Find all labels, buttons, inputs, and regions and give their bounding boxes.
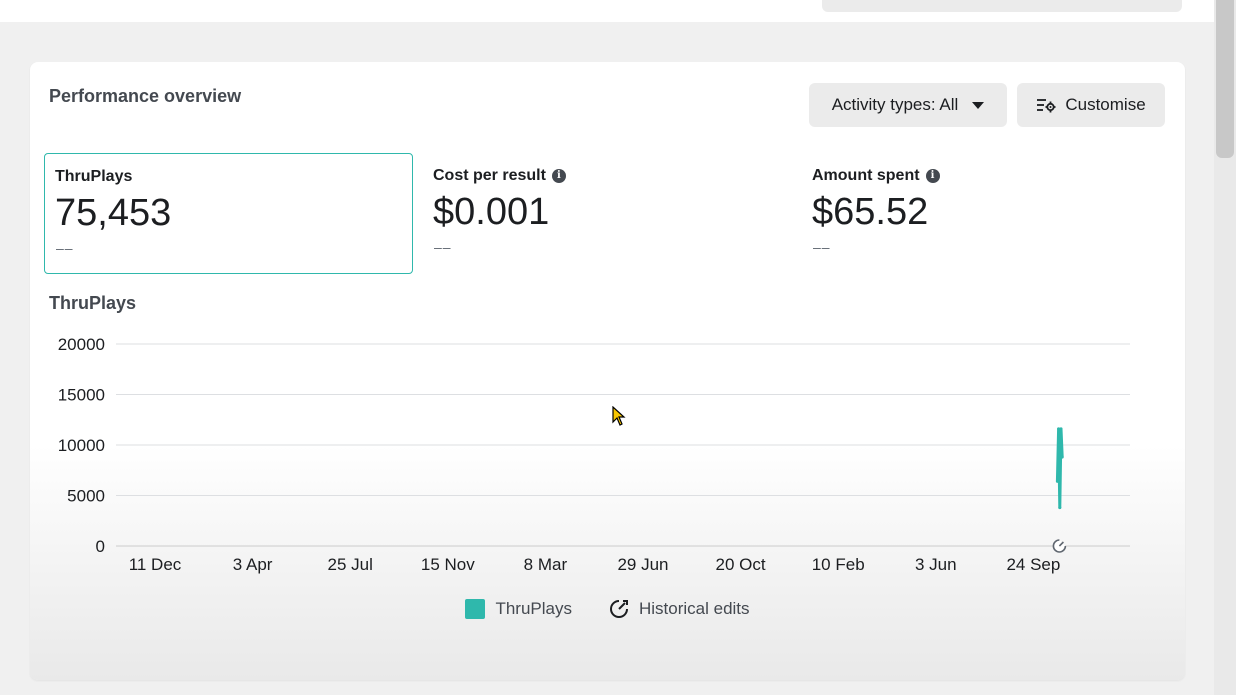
info-icon[interactable]: i	[551, 169, 566, 183]
x-tick-label: 3 Apr	[233, 555, 273, 574]
chart-legend: ThruPlays Historical edits	[30, 598, 1185, 620]
series-line-thruplays	[1055, 427, 1064, 510]
metric-label: Cost per result i	[433, 167, 566, 185]
y-tick-label: 10000	[58, 436, 105, 455]
historical-edits-icon	[610, 600, 628, 618]
x-tick-label: 24 Sep	[1006, 555, 1060, 574]
card-title: Performance overview	[49, 86, 242, 106]
x-tick-label: 20 Oct	[716, 555, 766, 574]
x-tick-label: 15 Nov	[421, 555, 475, 574]
legend-swatch	[465, 599, 486, 619]
customise-icon	[1037, 99, 1056, 113]
x-tick-label: 25 Jul	[328, 555, 373, 574]
x-tick-label: 11 Dec	[129, 555, 182, 574]
legend-item-thruplays[interactable]: ThruPlays	[465, 599, 572, 619]
mouse-cursor-icon	[612, 406, 626, 426]
metric-value: 75,453	[55, 192, 172, 234]
metric-delta: ––	[434, 239, 452, 255]
legend-label: Historical edits	[638, 599, 750, 618]
x-tick-label: 8 Mar	[524, 555, 568, 574]
x-tick-label: 10 Feb	[812, 555, 865, 574]
data-point	[1057, 427, 1061, 431]
info-icon[interactable]: i	[925, 169, 940, 183]
caret-down-icon	[972, 101, 985, 109]
metric-label: ThruPlays	[55, 168, 132, 186]
x-tick-label: 29 Jun	[617, 555, 668, 574]
metric-delta: ––	[813, 239, 831, 255]
metric-label: Amount spent i	[812, 167, 940, 185]
thruplays-chart: 0 5000 10000 15000 20000 11 Dec 3 Apr 25 Jul 15 …	[58, 335, 1130, 574]
metric-card-thruplays[interactable]: ThruPlays 75,453 ––	[44, 153, 413, 274]
chart-title: ThruPlays	[49, 293, 137, 313]
metric-card-cost-per-result[interactable]: Cost per result i $0.001 ––	[423, 153, 792, 274]
metric-label-text: Amount spent	[812, 167, 920, 184]
legend-item-historical-edits[interactable]: Historical edits	[608, 598, 750, 620]
top-bar	[0, 0, 1214, 22]
historical-edit-marker[interactable]	[1052, 539, 1067, 553]
y-tick-label: 20000	[58, 335, 105, 354]
page-scrollbar[interactable]	[1214, 0, 1236, 695]
customise-label: Customise	[1065, 95, 1146, 114]
y-tick-label: 0	[96, 537, 105, 556]
metric-label-text: ThruPlays	[55, 168, 133, 185]
metric-value: $65.52	[812, 191, 929, 233]
activity-types-dropdown[interactable]: Activity types: All	[809, 83, 1007, 127]
metric-card-amount-spent[interactable]: Amount spent i $65.52 ––	[802, 153, 1171, 274]
data-point	[1055, 479, 1059, 483]
legend-label: ThruPlays	[495, 599, 572, 618]
metric-label-text: Cost per result	[433, 167, 546, 184]
metric-delta: ––	[56, 240, 74, 256]
top-search-field[interactable]	[822, 0, 1182, 12]
customise-button[interactable]: Customise	[1017, 83, 1165, 127]
performance-overview-card: Performance overview Activity types: All…	[30, 62, 1185, 680]
scrollbar-thumb[interactable]	[1216, 0, 1234, 158]
metric-value: $0.001	[433, 191, 550, 233]
y-tick-label: 5000	[67, 487, 105, 506]
data-point	[1060, 455, 1064, 459]
x-tick-label: 3 Jun	[915, 555, 957, 574]
data-point	[1059, 427, 1063, 431]
activity-types-label: Activity types: All	[831, 95, 959, 114]
data-point	[1058, 506, 1062, 510]
y-tick-label: 15000	[58, 386, 105, 405]
